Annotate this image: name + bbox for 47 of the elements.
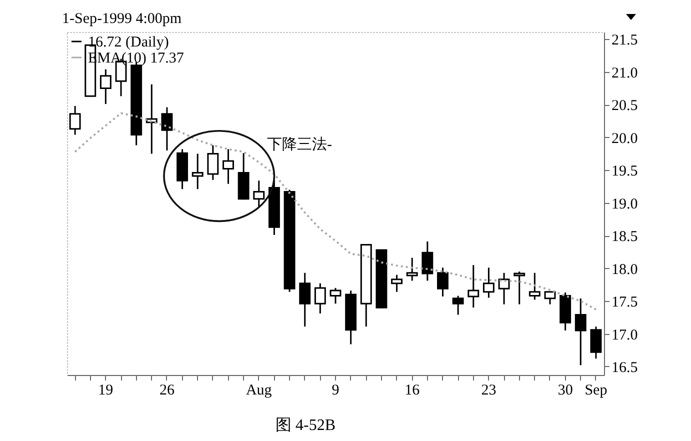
candlestick xyxy=(330,287,342,304)
candlestick xyxy=(253,180,265,208)
x-tick-label: 26 xyxy=(159,382,175,398)
y-tick-label: 20.0 xyxy=(612,130,638,147)
y-tick-label: 21.5 xyxy=(612,32,638,49)
y-tick-label: 19.0 xyxy=(612,196,638,212)
y-tick-label: 17.0 xyxy=(612,327,638,344)
y-tick-label: 20.5 xyxy=(612,98,638,114)
y-tick-label: 18.0 xyxy=(612,262,638,278)
candlestick xyxy=(100,68,112,105)
candlestick xyxy=(161,106,173,152)
x-tick-label: Sep xyxy=(584,382,608,398)
candlestick xyxy=(422,240,434,282)
candlestick xyxy=(498,272,510,306)
legend-label: 16.72 (Daily) xyxy=(88,34,169,50)
candlestick xyxy=(590,326,602,360)
x-tick-label: 30 xyxy=(558,382,573,398)
y-tick-label: 21.0 xyxy=(612,65,638,82)
annotation: 下降三法- xyxy=(267,136,332,153)
candlestick xyxy=(192,153,204,190)
y-tick-label: 18.5 xyxy=(612,229,638,246)
x-tick-label: 23 xyxy=(481,382,496,398)
candlestick xyxy=(69,105,81,136)
x-tick-label: 19 xyxy=(98,382,114,398)
y-tick-label: 17.5 xyxy=(612,294,638,311)
candlestick xyxy=(468,264,480,308)
caption: 图 4-52B xyxy=(276,417,336,434)
candlestick xyxy=(482,266,494,299)
candlestick xyxy=(406,257,418,282)
candlestick xyxy=(437,266,448,298)
candlestick xyxy=(314,282,326,314)
candlestick xyxy=(452,295,464,316)
y-tick-label: 19.5 xyxy=(612,164,638,180)
candlestick xyxy=(391,274,403,293)
candlestick xyxy=(222,148,234,185)
x-tick-label: 9 xyxy=(332,382,340,398)
candlestick xyxy=(544,291,556,306)
candlestick xyxy=(207,144,219,181)
candlestick xyxy=(528,272,540,300)
x-tick-label: 16 xyxy=(404,382,420,398)
x-tick-label: Aug xyxy=(246,382,272,398)
y-tick-label: 16.5 xyxy=(612,360,638,376)
candlestick xyxy=(299,272,311,328)
candlestick xyxy=(574,298,586,366)
candlestick xyxy=(514,270,526,306)
chart-title: 1-Sep-1999 4:00pm xyxy=(62,11,182,27)
line-series xyxy=(74,112,597,311)
